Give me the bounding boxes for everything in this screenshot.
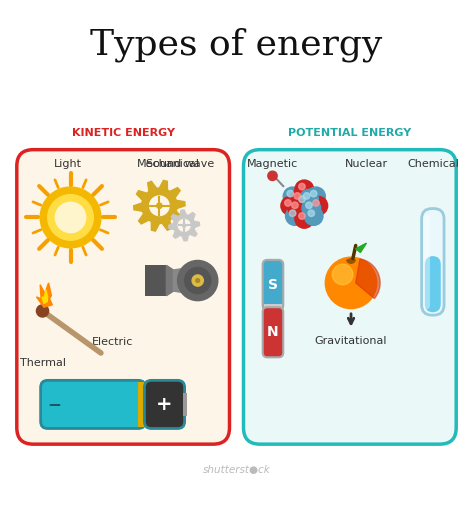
- Text: POTENTIAL ENERGY: POTENTIAL ENERGY: [288, 128, 412, 138]
- Circle shape: [196, 279, 200, 282]
- FancyBboxPatch shape: [425, 256, 441, 312]
- FancyBboxPatch shape: [41, 380, 145, 429]
- Circle shape: [268, 171, 277, 180]
- Circle shape: [295, 210, 314, 228]
- Polygon shape: [42, 289, 48, 304]
- Circle shape: [48, 194, 93, 240]
- Text: KINETIC ENERGY: KINETIC ENERGY: [71, 128, 175, 138]
- FancyBboxPatch shape: [145, 265, 166, 296]
- Circle shape: [304, 207, 323, 225]
- Circle shape: [288, 199, 307, 218]
- Circle shape: [309, 196, 328, 215]
- Circle shape: [310, 190, 317, 197]
- Text: Light: Light: [54, 159, 82, 169]
- Circle shape: [295, 180, 314, 199]
- Text: Sound wave: Sound wave: [146, 159, 215, 169]
- Text: S: S: [268, 278, 278, 292]
- Text: −: −: [47, 395, 61, 414]
- Text: Thermal: Thermal: [19, 358, 66, 368]
- FancyBboxPatch shape: [263, 307, 283, 358]
- Circle shape: [36, 305, 49, 317]
- Circle shape: [298, 196, 305, 203]
- Circle shape: [157, 203, 162, 209]
- Circle shape: [286, 207, 304, 225]
- Wedge shape: [347, 259, 355, 263]
- Text: +: +: [156, 395, 173, 414]
- Circle shape: [149, 196, 169, 216]
- Text: Nuclear: Nuclear: [345, 159, 388, 169]
- Circle shape: [178, 220, 190, 231]
- Circle shape: [303, 193, 310, 199]
- Circle shape: [184, 268, 211, 293]
- Text: Types of energy: Types of energy: [90, 27, 383, 62]
- Polygon shape: [174, 266, 197, 295]
- Circle shape: [289, 210, 296, 217]
- Wedge shape: [356, 259, 380, 298]
- Circle shape: [307, 187, 325, 206]
- Polygon shape: [134, 180, 185, 231]
- FancyBboxPatch shape: [263, 260, 283, 310]
- Bar: [138, 382, 149, 427]
- Text: N: N: [267, 325, 279, 339]
- Circle shape: [281, 196, 299, 215]
- Text: Chemical: Chemical: [407, 159, 459, 169]
- Circle shape: [308, 210, 315, 217]
- Circle shape: [302, 199, 321, 218]
- Circle shape: [292, 202, 298, 209]
- Circle shape: [313, 199, 319, 206]
- Text: Electric: Electric: [92, 337, 133, 347]
- FancyBboxPatch shape: [17, 149, 229, 444]
- Circle shape: [290, 189, 309, 208]
- Circle shape: [298, 213, 305, 219]
- Circle shape: [299, 189, 318, 208]
- Circle shape: [192, 275, 203, 286]
- Circle shape: [287, 190, 294, 197]
- Text: Magnetic: Magnetic: [247, 159, 298, 169]
- Text: shutterst●ck: shutterst●ck: [202, 465, 271, 475]
- Circle shape: [333, 264, 353, 285]
- Polygon shape: [166, 265, 174, 296]
- Bar: [183, 393, 187, 416]
- Polygon shape: [169, 210, 200, 241]
- Circle shape: [325, 257, 377, 309]
- Circle shape: [295, 193, 314, 212]
- Text: Gravitational: Gravitational: [315, 336, 387, 346]
- Circle shape: [283, 187, 302, 206]
- Circle shape: [40, 187, 101, 248]
- FancyBboxPatch shape: [421, 209, 444, 315]
- Polygon shape: [36, 283, 53, 307]
- FancyBboxPatch shape: [424, 214, 430, 310]
- Circle shape: [177, 261, 218, 300]
- Circle shape: [183, 224, 186, 227]
- FancyBboxPatch shape: [144, 380, 184, 429]
- Circle shape: [285, 199, 291, 206]
- Circle shape: [294, 193, 300, 199]
- Circle shape: [298, 183, 305, 190]
- Text: Mechanical: Mechanical: [137, 159, 200, 169]
- Circle shape: [55, 202, 86, 233]
- Polygon shape: [356, 243, 367, 252]
- Circle shape: [306, 202, 312, 209]
- Bar: [264, 305, 282, 313]
- FancyBboxPatch shape: [244, 149, 456, 444]
